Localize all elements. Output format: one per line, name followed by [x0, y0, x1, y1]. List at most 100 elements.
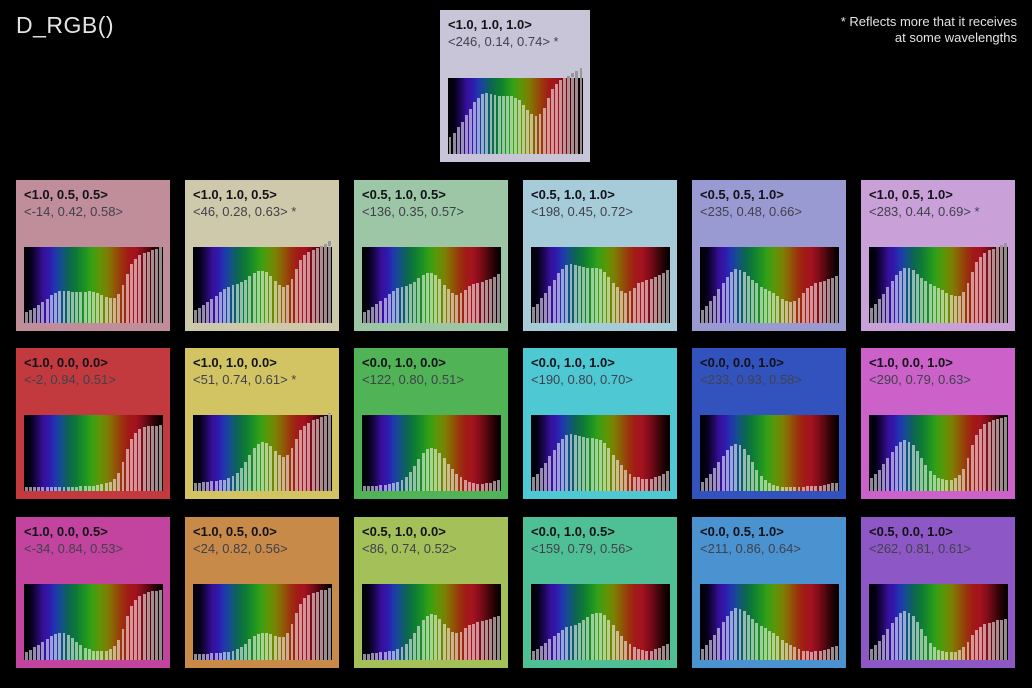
reflectance-bar [218, 291, 222, 323]
reflectance-bar [575, 71, 579, 154]
reflectance-bar [311, 420, 315, 491]
reflectance-bar [882, 293, 886, 323]
reflectance-bar [92, 292, 95, 323]
reflectance-bar [404, 476, 408, 491]
reflectance-bar [899, 442, 903, 491]
reflectance-bar [768, 291, 771, 323]
reflectance-bar [294, 438, 298, 491]
reflectance-bar [459, 292, 463, 323]
reflectance-bar [235, 648, 239, 660]
reflectance-bar [261, 633, 264, 660]
reflectance-bar [970, 635, 974, 660]
reflectance-bar [594, 612, 598, 660]
color-card: <1.0, 0.5, 0.0> <24, 0.82, 0.56> [185, 517, 339, 668]
spectrum-chart [24, 247, 163, 323]
reflectance-bar [776, 636, 780, 660]
reflectance-bar [488, 618, 492, 660]
reflectance-bar [62, 633, 66, 660]
reflectance-bar [540, 298, 543, 323]
reflectance-bar [277, 637, 281, 660]
reflectance-bar [430, 273, 433, 323]
reflectance-bar [873, 304, 877, 323]
reflectance-bar [227, 286, 231, 323]
spectrum-chart [531, 247, 670, 323]
reflectance-bar [480, 484, 484, 491]
reflectance-bar [831, 483, 835, 491]
reflectance-bars [869, 415, 1008, 491]
color-card: <1.0, 0.5, 1.0> <283, 0.44, 0.69> * [861, 180, 1015, 331]
reflectance-bar [455, 294, 459, 323]
footnote: * Reflects more that it receives at some… [841, 14, 1017, 46]
reflectance-bar [751, 279, 755, 323]
reflectance-bar [818, 485, 822, 491]
reflectance-bar [995, 246, 999, 323]
reflectance-bar [265, 443, 269, 491]
reflectance-bar [430, 447, 433, 491]
hsv-label: <86, 0.74, 0.52> [362, 541, 457, 556]
color-card: <1.0, 0.0, 0.0> <-2, 0.94, 0.51> [16, 348, 170, 499]
reflectance-bar [932, 646, 936, 660]
reflectance-bar [87, 649, 91, 660]
reflectance-bar [577, 436, 581, 491]
reflectance-bar [577, 623, 581, 660]
color-card: <0.5, 1.0, 0.0> <86, 0.74, 0.52> [354, 517, 508, 668]
reflectance-bar [324, 589, 328, 660]
reflectance-bar [974, 434, 978, 491]
reflectance-bar [33, 307, 36, 323]
reflectance-bar [70, 638, 74, 660]
spectrum-chart [362, 247, 501, 323]
reflectance-bar [413, 465, 417, 491]
reflectance-bar [941, 478, 945, 491]
reflectance-bar [473, 102, 477, 154]
reflectance-bar [569, 625, 573, 660]
reflectance-bar [319, 417, 323, 491]
reflectance-bars [193, 241, 332, 323]
reflectance-bar [915, 622, 919, 660]
spectrum-chart [531, 584, 670, 660]
reflectance-bars [24, 584, 163, 660]
reflectance-bar [235, 472, 239, 491]
reflectance-bar [903, 610, 907, 660]
reflectance-bar [624, 292, 628, 323]
reflectance-bar [518, 100, 522, 154]
reflectance-bar [590, 437, 594, 491]
reflectance-bar [66, 291, 70, 323]
reflectance-bar [873, 474, 877, 491]
reflectance-bars [869, 584, 1008, 660]
reflectance-bar [958, 475, 962, 491]
color-card: <1.0, 0.5, 0.5> <-14, 0.42, 0.58> [16, 180, 170, 331]
reflectance-bar [1000, 619, 1004, 660]
reflectance-bar [759, 475, 763, 491]
reflectance-bars [700, 415, 839, 491]
reflectance-bar [286, 455, 290, 491]
reflectance-bar [831, 277, 835, 323]
reflectance-bar [100, 294, 104, 323]
reflectance-bar [319, 245, 323, 323]
reflectance-bar [556, 443, 560, 491]
reflectance-bar [970, 272, 974, 323]
reflectance-bar [645, 280, 649, 323]
reflectance-bar [58, 487, 62, 491]
reflectance-bar [121, 629, 125, 660]
reflectance-bar [413, 281, 417, 323]
reflectance-bar [700, 648, 704, 660]
reflectance-bar [540, 645, 543, 660]
reflectance-bar [460, 122, 464, 154]
reflectance-bar [624, 640, 628, 660]
reflectance-bar [37, 487, 41, 491]
reflectance-bar [277, 454, 281, 491]
reflectance-bar [793, 487, 797, 491]
reflectance-bar [430, 614, 433, 660]
reflectance-bar [738, 269, 742, 323]
reflectance-bar [814, 651, 818, 660]
reflectance-bar [632, 647, 636, 660]
reflectance-bar [425, 449, 429, 491]
reflectance-bar [565, 264, 569, 323]
reflectance-bar [920, 629, 924, 660]
reflectance-bar [751, 618, 755, 660]
reflectance-bars [869, 242, 1008, 323]
reflectance-bar [117, 472, 121, 491]
reflectance-bar [797, 297, 801, 323]
reflectance-bar [421, 275, 425, 323]
reflectance-bar [315, 591, 319, 660]
